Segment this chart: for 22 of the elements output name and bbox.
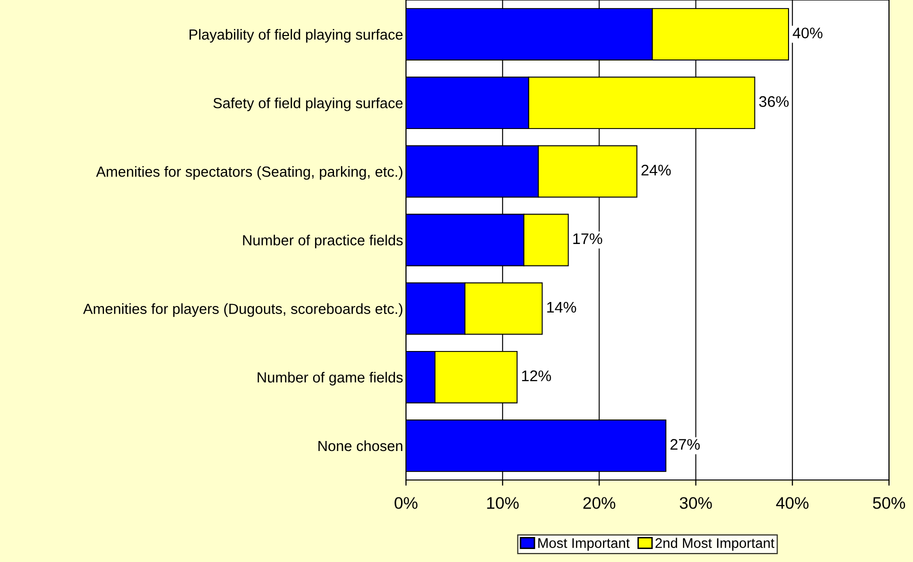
x-tick-label: 20% (583, 497, 616, 509)
total-label: 14% (547, 302, 576, 313)
total-label: 40% (792, 28, 822, 38)
total-label: 17% (573, 233, 602, 244)
y-tick-label: Amenities for players (Dugouts, scoreboards etc.) (83, 303, 402, 317)
y-tick-label: Playability of field playing surface (190, 29, 403, 43)
x-tick-label: 30% (680, 497, 712, 509)
x-tick-label: 40% (776, 497, 808, 509)
total-label: 36% (759, 96, 789, 107)
y-tick-label: Amenities for spectators (Seating, parking, etc.) (96, 166, 402, 180)
total-label: 24% (642, 164, 671, 176)
y-tick-label: Number of game fields (258, 372, 403, 386)
y-tick-label: Number of practice fields (243, 234, 403, 248)
total-label: 12% (522, 370, 551, 382)
legend-label: Most Important (538, 538, 630, 551)
x-tick-label: 0% (394, 497, 418, 509)
y-tick-label: Safety of field playing surface (213, 98, 403, 112)
total-label: 27% (670, 438, 700, 450)
x-tick-label: 10% (487, 497, 519, 509)
x-tick-label: 50% (872, 497, 906, 509)
y-tick-label: None chosen (318, 440, 402, 452)
legend-label: 2nd Most Important (656, 538, 774, 551)
